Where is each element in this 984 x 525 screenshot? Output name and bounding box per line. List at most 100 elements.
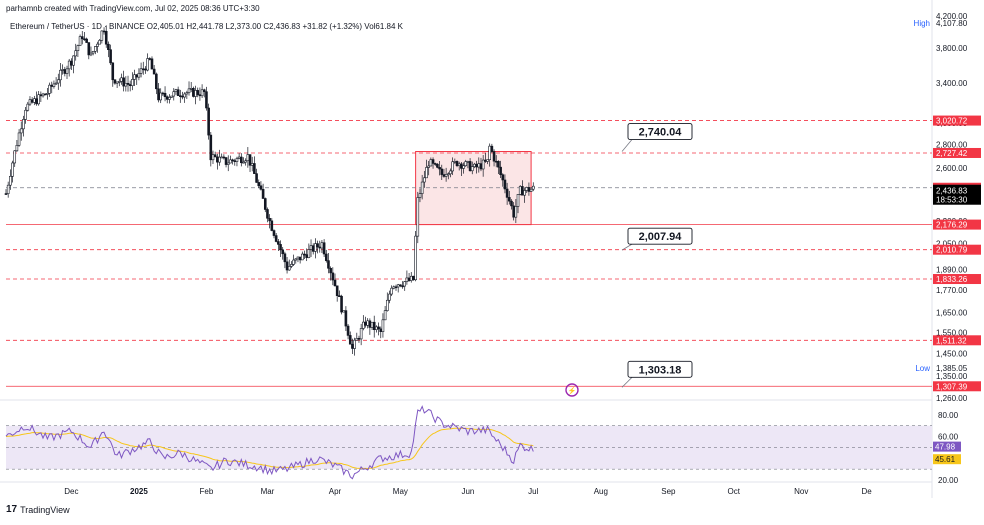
candle bbox=[305, 254, 308, 258]
symbol-title: Ethereum / TetherUS · 1D · BINANCE bbox=[10, 22, 145, 31]
candle bbox=[196, 90, 200, 95]
callout-label: 1,303.18 bbox=[639, 364, 682, 376]
candle bbox=[486, 159, 489, 162]
candle bbox=[272, 230, 276, 236]
candle bbox=[416, 197, 420, 237]
candle bbox=[120, 77, 123, 82]
candle bbox=[9, 175, 12, 186]
candles-group bbox=[4, 25, 535, 356]
candle bbox=[13, 150, 17, 164]
candle bbox=[388, 293, 391, 301]
candle bbox=[501, 174, 505, 181]
candle bbox=[144, 68, 147, 71]
candle bbox=[117, 81, 121, 83]
candle bbox=[510, 200, 513, 207]
time-tick-label: Jun bbox=[461, 487, 474, 496]
candle bbox=[83, 38, 86, 41]
candle bbox=[63, 69, 67, 74]
candle bbox=[307, 249, 311, 258]
candle bbox=[76, 45, 80, 51]
candle bbox=[28, 99, 32, 105]
candle bbox=[189, 87, 193, 90]
candle bbox=[39, 94, 43, 97]
candle bbox=[320, 242, 324, 249]
candle bbox=[281, 249, 285, 255]
candle bbox=[353, 339, 356, 349]
candle bbox=[48, 84, 51, 94]
rsi-tick-label: 20.00 bbox=[938, 476, 959, 485]
candle bbox=[89, 52, 93, 56]
candle bbox=[468, 161, 472, 172]
current-price-label: 2,436.83 bbox=[936, 187, 968, 196]
candle bbox=[170, 95, 173, 98]
candle bbox=[492, 151, 496, 162]
low-value: 1,385.05 bbox=[936, 364, 968, 373]
candle bbox=[329, 267, 332, 274]
price-tag bbox=[933, 244, 981, 255]
candle bbox=[470, 166, 474, 172]
candle bbox=[253, 163, 256, 174]
candle bbox=[15, 144, 19, 152]
candle bbox=[224, 157, 228, 165]
candle bbox=[35, 98, 38, 105]
candle bbox=[240, 156, 243, 164]
time-tick-label: Apr bbox=[329, 487, 342, 496]
time-tick-label: Sep bbox=[661, 487, 676, 496]
candle bbox=[357, 337, 361, 340]
candle bbox=[266, 209, 269, 219]
candle bbox=[529, 188, 533, 192]
time-tick-label: May bbox=[393, 487, 408, 496]
author-line: parhamnb created with TradingView.com, J… bbox=[6, 4, 260, 13]
price-tick-label: 3,400.00 bbox=[936, 79, 968, 88]
candle bbox=[457, 163, 461, 167]
candle bbox=[429, 159, 433, 167]
candle bbox=[222, 156, 226, 159]
candle bbox=[516, 194, 520, 207]
candle bbox=[4, 193, 8, 195]
candle bbox=[43, 93, 47, 96]
candle bbox=[235, 158, 239, 162]
candle bbox=[499, 166, 502, 175]
candle bbox=[233, 160, 237, 162]
time-tick-label: Jul bbox=[528, 487, 538, 496]
high-value: 4,107.80 bbox=[936, 19, 968, 28]
candle bbox=[209, 134, 213, 161]
candle bbox=[407, 277, 411, 281]
candle bbox=[351, 343, 354, 349]
candle bbox=[148, 58, 152, 60]
candle bbox=[250, 163, 254, 166]
candle bbox=[96, 43, 99, 47]
candle bbox=[301, 253, 304, 261]
candle bbox=[74, 50, 78, 57]
time-tick-label: De bbox=[862, 487, 873, 496]
price-tick-label: 2,050.00 bbox=[936, 240, 968, 249]
tradingview-brand[interactable]: 17 TradingView bbox=[6, 504, 70, 515]
candle bbox=[475, 163, 478, 168]
candle bbox=[394, 286, 398, 289]
callout-pointer bbox=[621, 377, 633, 388]
price-tick-label: 1,890.00 bbox=[936, 265, 968, 274]
candle bbox=[107, 43, 110, 50]
candle bbox=[494, 160, 498, 163]
candle bbox=[303, 253, 306, 256]
candle bbox=[85, 38, 88, 43]
candle bbox=[444, 173, 448, 177]
candle bbox=[181, 95, 184, 98]
candle bbox=[462, 165, 465, 169]
callout-box bbox=[627, 227, 693, 245]
candle bbox=[46, 93, 49, 95]
price-tag-label: 2,010.79 bbox=[936, 246, 968, 255]
candle bbox=[366, 320, 369, 326]
high-label: High bbox=[914, 19, 930, 28]
candle bbox=[126, 82, 130, 85]
candle bbox=[484, 159, 487, 162]
candle bbox=[150, 58, 154, 70]
candle bbox=[340, 295, 343, 313]
candle bbox=[390, 287, 393, 295]
candle bbox=[333, 279, 337, 287]
candle bbox=[296, 256, 300, 260]
candle bbox=[379, 328, 383, 332]
candle bbox=[508, 197, 511, 202]
